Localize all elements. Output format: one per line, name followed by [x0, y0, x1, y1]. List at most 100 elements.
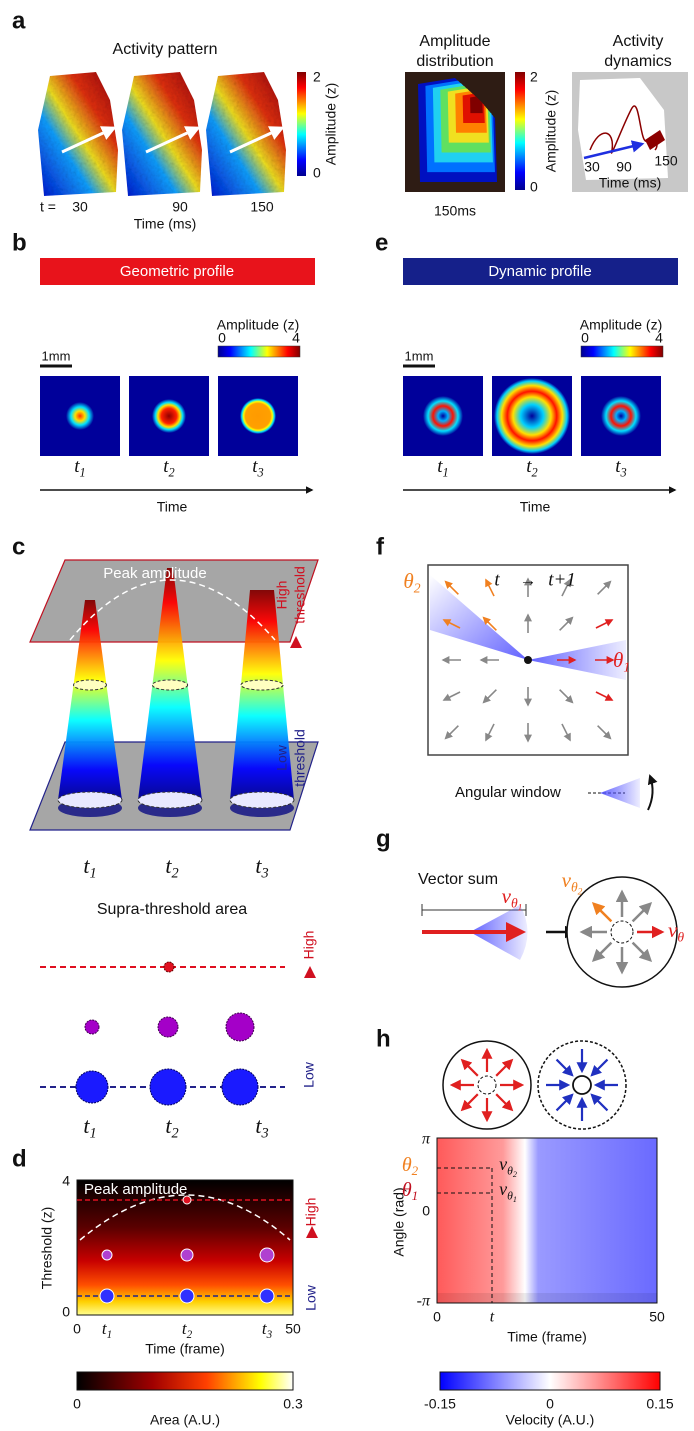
theta-label-base: θ	[402, 1154, 412, 1176]
frame-label: t1	[437, 456, 448, 479]
axis-label: Time	[157, 499, 188, 515]
x-tick-label: t	[490, 1309, 495, 1326]
panel-label: f	[376, 533, 385, 560]
x-tick-label: t2	[182, 1319, 193, 1341]
area-dot	[158, 1017, 178, 1037]
area-dot	[226, 1013, 254, 1041]
panel-title: distribution	[416, 53, 493, 70]
colorbar	[515, 72, 525, 190]
threshold-section	[74, 680, 107, 690]
colorbar-tick: 2	[530, 69, 538, 85]
area-dot	[222, 1069, 258, 1105]
low-label: Low	[303, 1284, 319, 1311]
colorbar-tick: 0	[530, 179, 538, 195]
profile-spot	[66, 402, 94, 430]
profile-spot	[152, 399, 186, 433]
high-label: threshold	[292, 566, 308, 624]
window-label: Angular window	[455, 784, 561, 801]
y-tick-label: 0	[62, 1304, 70, 1320]
t-label: t+1	[548, 569, 576, 590]
colorbar-label: Amplitude (z)	[217, 317, 299, 333]
frame-label-sub: 1	[80, 466, 86, 480]
panel-label: a	[12, 7, 26, 34]
x-tick-label-sub: 1	[107, 1329, 113, 1341]
panel-label: d	[12, 1145, 27, 1172]
frame-label-sub: 2	[171, 866, 178, 882]
x-tick-label: 50	[285, 1321, 301, 1337]
heatmap	[437, 1138, 657, 1303]
area-dot	[180, 1289, 194, 1303]
colorbar	[297, 72, 306, 176]
colorbar-tick: 4	[292, 330, 300, 346]
axis-label: Time (ms)	[599, 175, 661, 191]
panel-label: b	[12, 229, 27, 256]
y-tick-label: π	[422, 1131, 431, 1148]
x-tick-label: 50	[649, 1309, 665, 1325]
frame-label: t1	[83, 1113, 96, 1142]
banner-text: Geometric profile	[120, 263, 234, 280]
x-tick-label: t3	[262, 1319, 273, 1341]
low-label: Low	[274, 744, 290, 771]
area-dot	[181, 1249, 193, 1261]
banner-text: Dynamic profile	[488, 263, 591, 280]
profile-spot	[601, 396, 641, 436]
peak-label: Peak amplitude	[103, 565, 206, 582]
frame-label: t2	[165, 1113, 178, 1142]
colorbar-tick: 0.15	[646, 1396, 673, 1412]
frame-label: t3	[255, 1113, 268, 1142]
x-tick-label: t1	[102, 1319, 112, 1341]
theta-label-base: θ	[613, 648, 623, 672]
panel-label: g	[376, 825, 391, 852]
axis-label: Threshold (z)	[39, 1207, 55, 1289]
threshold-section	[241, 680, 283, 690]
frame-label: t1	[83, 853, 96, 882]
frame-label: t1	[74, 456, 85, 479]
area-dot	[260, 1248, 274, 1262]
frame-label-sub: 3	[260, 1126, 268, 1142]
area-dot	[260, 1289, 274, 1303]
activity-map	[38, 72, 118, 196]
panel-title: Amplitude	[419, 33, 490, 50]
frame-label-sub: 2	[169, 466, 175, 480]
panel-title: Activity	[613, 33, 664, 50]
frame-label-sub: 1	[89, 866, 96, 882]
frame-label: t2	[526, 456, 537, 479]
frame-label-sub: 3	[257, 466, 264, 480]
area-dot	[76, 1071, 108, 1103]
time-tick: 90	[172, 199, 188, 215]
threshold-section	[152, 680, 187, 690]
colorbar-tick: 0	[546, 1396, 554, 1412]
area-dot	[100, 1289, 114, 1303]
theta-label: θ2	[403, 569, 420, 596]
panel-label: e	[375, 229, 388, 256]
colorbar-label: Area (A.U.)	[150, 1412, 220, 1428]
high-label: High	[274, 581, 290, 610]
colorbar-tick: 4	[655, 330, 663, 346]
vector-label-subsub: 2	[578, 888, 583, 898]
area-dot	[183, 1196, 191, 1204]
section-title: Vector sum	[418, 871, 498, 888]
time-label: 150ms	[434, 203, 476, 219]
colorbar-tick: 0	[313, 165, 321, 181]
arrow-head	[304, 966, 316, 978]
time-tick: 150	[654, 153, 678, 169]
vector-label-subsub: 1	[518, 904, 523, 914]
high-label: High	[301, 931, 317, 960]
arrow-head	[306, 1226, 318, 1238]
colorbar-tick: 0.3	[283, 1396, 303, 1412]
theta-label-base: θ	[403, 569, 413, 593]
x-tick-label: 0	[433, 1309, 441, 1325]
area-dot	[102, 1250, 112, 1260]
axis-label: Time (frame)	[145, 1341, 225, 1357]
theta-label: θ1	[402, 1179, 418, 1203]
window-icon	[600, 778, 640, 808]
section-title: Supra-threshold area	[97, 901, 247, 918]
time-prefix: t =	[40, 199, 56, 215]
x-tick-label-sub: 3	[266, 1329, 273, 1341]
vector-label: vθ1	[502, 884, 523, 914]
colorbar-tick: 0	[73, 1396, 81, 1412]
axis-label: Time	[520, 499, 551, 515]
theta-label-base: θ	[402, 1179, 412, 1201]
x-tick-label: 0	[73, 1321, 81, 1337]
frame-label: t3	[615, 456, 626, 479]
